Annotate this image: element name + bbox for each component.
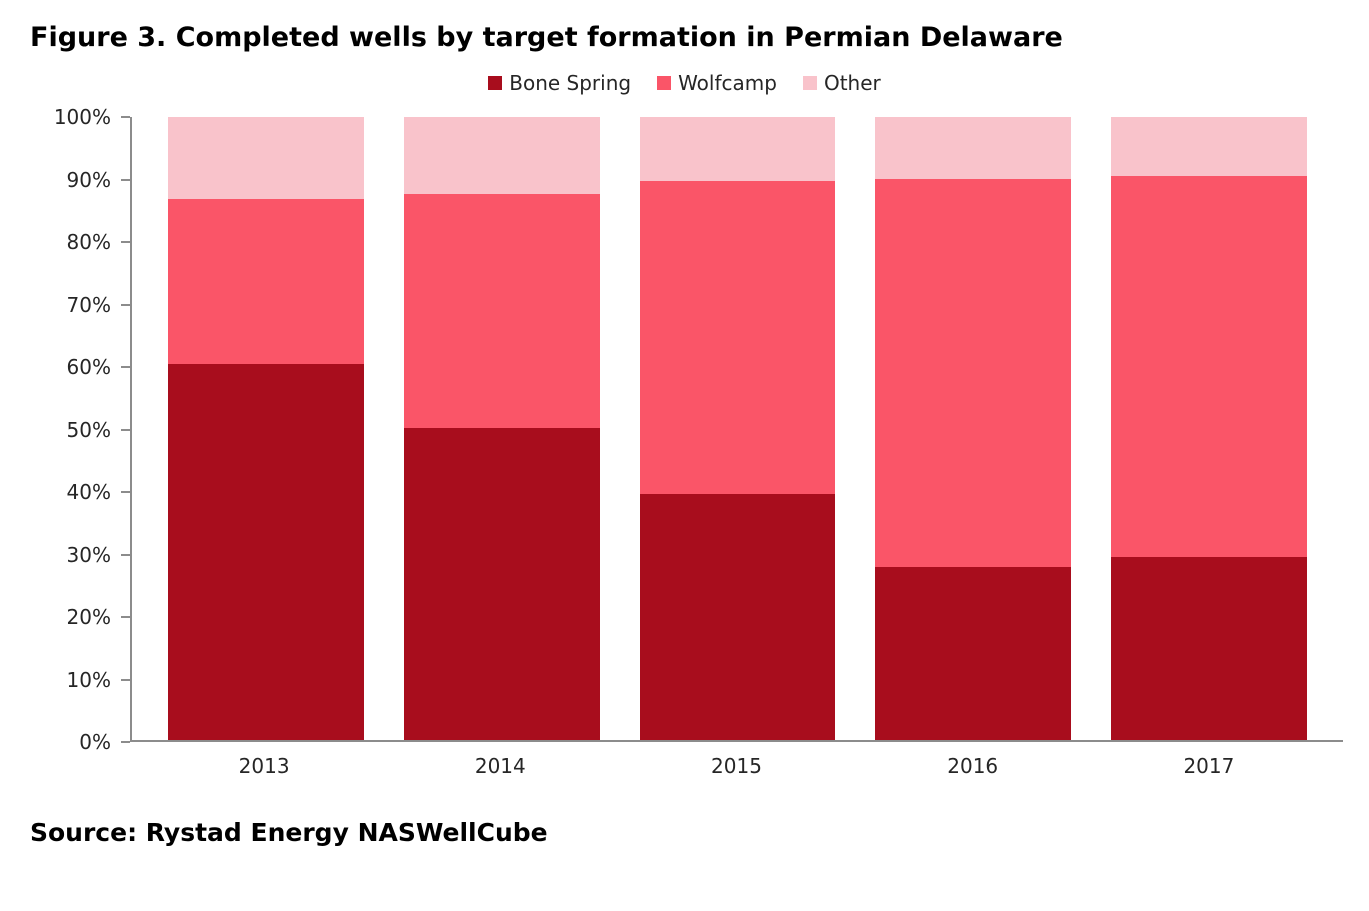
x-axis-label: 2017 (1183, 754, 1235, 778)
y-axis: 100% 90% 80% 70% 60% 50% 40% 30% 20% 10% 0% (18, 105, 130, 754)
y-axis-tick: 40% (67, 480, 130, 504)
y-axis-tick: 90% (67, 168, 130, 192)
y-axis-tick-mark (121, 366, 130, 368)
bar-segment-wolfcamp (1111, 175, 1307, 557)
chart-page: Figure 3. Completed wells by target form… (0, 22, 1369, 911)
legend-label: Bone Spring (509, 71, 632, 95)
bar-segment-wolfcamp (168, 198, 364, 365)
chart: 100% 90% 80% 70% 60% 50% 40% 30% 20% 10% 0% 2013 20… (18, 105, 1343, 778)
bar-segment-other (403, 117, 600, 194)
legend-swatch-other (802, 76, 817, 90)
bar-segment-other (639, 117, 836, 182)
y-axis-tick: 70% (67, 293, 130, 317)
y-axis-tick-mark (121, 241, 130, 243)
bar-segment-bone-spring (875, 567, 1072, 740)
y-axis-tick-label: 90% (66, 167, 111, 192)
y-axis-tick-mark (121, 553, 130, 556)
y-axis-tick-label: 40% (66, 480, 111, 504)
bar-segment-other (1111, 117, 1307, 176)
legend-item-bone-spring: Bone Spring (488, 71, 631, 95)
y-axis-tick-label: 60% (66, 355, 111, 379)
bar-2014 (403, 117, 600, 740)
y-axis-tick-label: 20% (66, 605, 111, 629)
chart-title: Figure 3. Completed wells by target form… (30, 22, 1063, 53)
legend-item-other: Other (802, 71, 881, 95)
y-axis-tick: 20% (67, 605, 130, 629)
bar-segment-wolfcamp (639, 181, 836, 494)
y-axis-tick-label: 100% (53, 105, 111, 129)
x-axis-label: 2014 (474, 754, 526, 778)
bar-segment-wolfcamp (875, 179, 1072, 568)
bar-segment-bone-spring (639, 493, 836, 740)
source-line: Source: Rystad Energy NASWellCube (30, 818, 548, 847)
bar-segment-other (875, 117, 1072, 180)
y-axis-tick-label: 50% (66, 417, 111, 442)
y-axis-tick: 60% (67, 355, 130, 379)
bar-2016 (875, 117, 1072, 740)
bar-segment-other (168, 117, 364, 199)
y-axis-tick: 30% (67, 543, 130, 567)
bar-segment-bone-spring (1111, 556, 1307, 740)
y-axis-tick-mark (121, 616, 130, 618)
legend: Bone Spring Wolfcamp Other (0, 71, 1369, 95)
y-axis-tick-label: 0% (79, 730, 111, 754)
y-axis-tick-mark (121, 428, 130, 431)
y-axis-tick-label: 10% (66, 667, 111, 692)
y-axis-tick: 80% (67, 230, 130, 254)
y-axis-tick-mark (121, 178, 130, 181)
x-axis-labels: 2013 2014 2015 2016 2017 (130, 754, 1343, 778)
y-axis-tick-label: 80% (66, 230, 111, 254)
y-axis-tick-label: 70% (66, 292, 111, 317)
y-axis-tick: 100% (54, 105, 130, 129)
legend-label: Wolfcamp (678, 71, 777, 95)
y-axis-tick: 50% (67, 418, 130, 442)
plot-area (130, 117, 1343, 742)
bar-2013 (168, 117, 364, 740)
legend-label: Other (823, 71, 881, 95)
y-axis-tick-mark (121, 116, 130, 118)
y-axis-tick-mark (121, 303, 130, 306)
y-axis-tick-mark (121, 741, 130, 743)
y-axis-tick-mark (121, 491, 130, 493)
bar-segment-wolfcamp (403, 193, 600, 429)
legend-swatch-wolfcamp (657, 76, 672, 90)
x-axis-label: 2015 (711, 754, 762, 778)
bar-segment-bone-spring (403, 428, 600, 740)
x-axis-label: 2013 (238, 754, 290, 778)
bar-2017 (1111, 117, 1307, 740)
y-axis-tick: 10% (67, 668, 130, 692)
x-axis-label: 2016 (947, 754, 999, 778)
legend-swatch-bone-spring (488, 76, 503, 90)
y-axis-tick-mark (121, 678, 130, 681)
y-axis-tick-label: 30% (66, 542, 111, 567)
legend-item-wolfcamp: Wolfcamp (657, 71, 777, 95)
bars (132, 117, 1343, 740)
bar-segment-bone-spring (168, 364, 364, 740)
bar-2015 (639, 117, 836, 740)
y-axis-tick: 0% (79, 730, 130, 754)
